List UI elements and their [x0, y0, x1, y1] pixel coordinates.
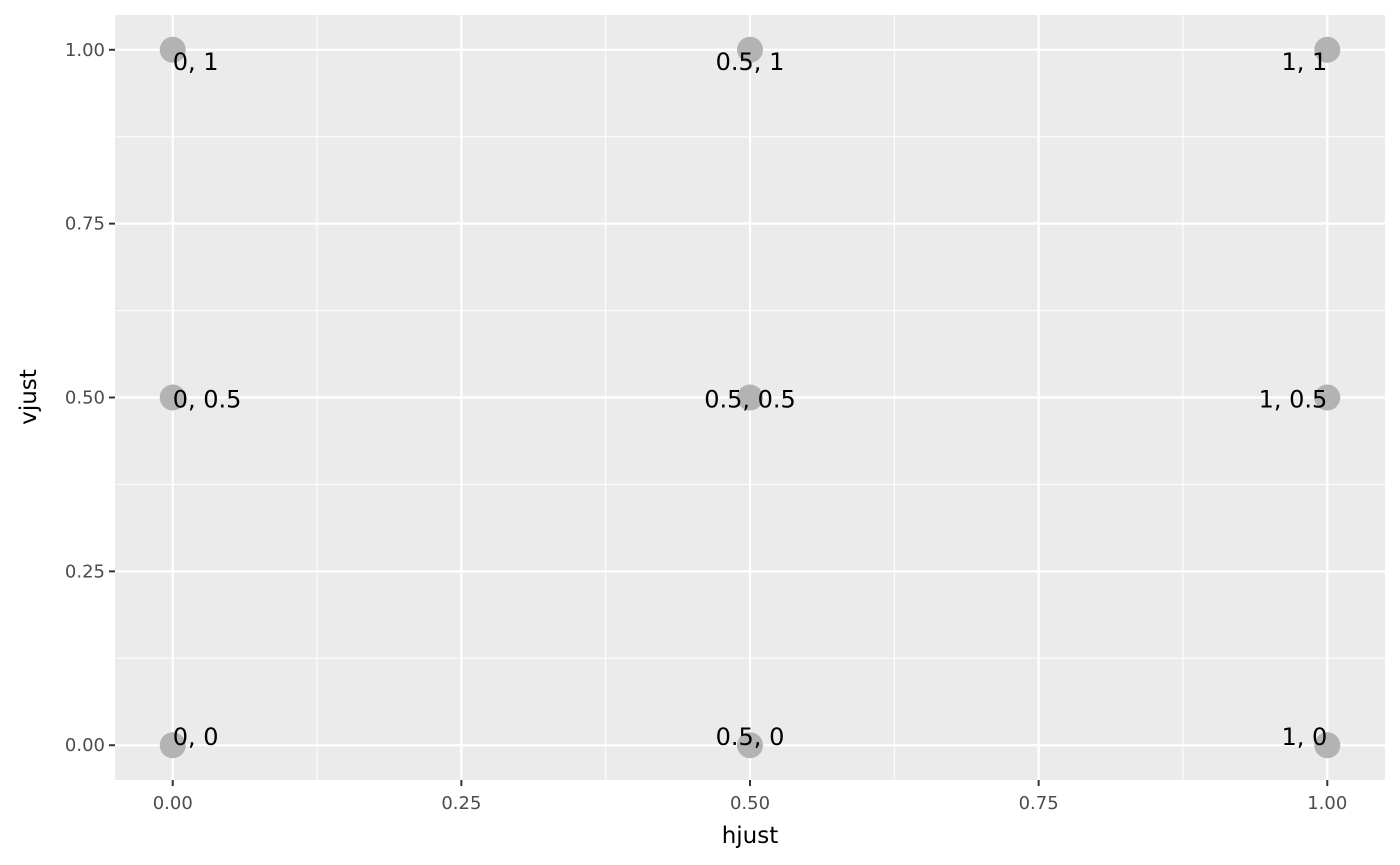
point [737, 732, 763, 759]
y-tick-label: 0.25 [65, 561, 105, 582]
y-axis-title: vjust [16, 369, 42, 425]
y-tick-label: 1.00 [65, 40, 105, 61]
point-label: 1, 0.5 [1259, 386, 1328, 414]
point [737, 384, 763, 411]
x-axis-title: hjust [722, 823, 779, 849]
x-tick-label: 0.00 [153, 793, 193, 814]
point-label: 0.5, 1 [716, 48, 785, 76]
y-tick-label: 0.75 [65, 214, 105, 235]
point-label: 0.5, 0 [716, 723, 785, 751]
point [737, 36, 763, 63]
x-tick-label: 1.00 [1307, 793, 1347, 814]
point-label: 0, 0 [173, 723, 219, 751]
point [159, 36, 186, 63]
point-label: 1, 1 [1281, 48, 1327, 76]
x-tick-label: 0.50 [730, 793, 770, 814]
y-tick-label: 0.00 [65, 735, 105, 756]
point-label: 1, 0 [1281, 723, 1327, 751]
point [159, 384, 186, 411]
point [1314, 732, 1341, 759]
point [159, 732, 186, 759]
point-label: 0, 1 [173, 48, 219, 76]
x-tick-label: 0.25 [441, 793, 481, 814]
point-label: 0.5, 0.5 [704, 386, 796, 414]
point-label: 0, 0.5 [173, 386, 242, 414]
y-tick-label: 0.50 [65, 388, 105, 409]
x-tick-label: 0.75 [1019, 793, 1059, 814]
point [1314, 36, 1341, 63]
point [1314, 384, 1341, 411]
